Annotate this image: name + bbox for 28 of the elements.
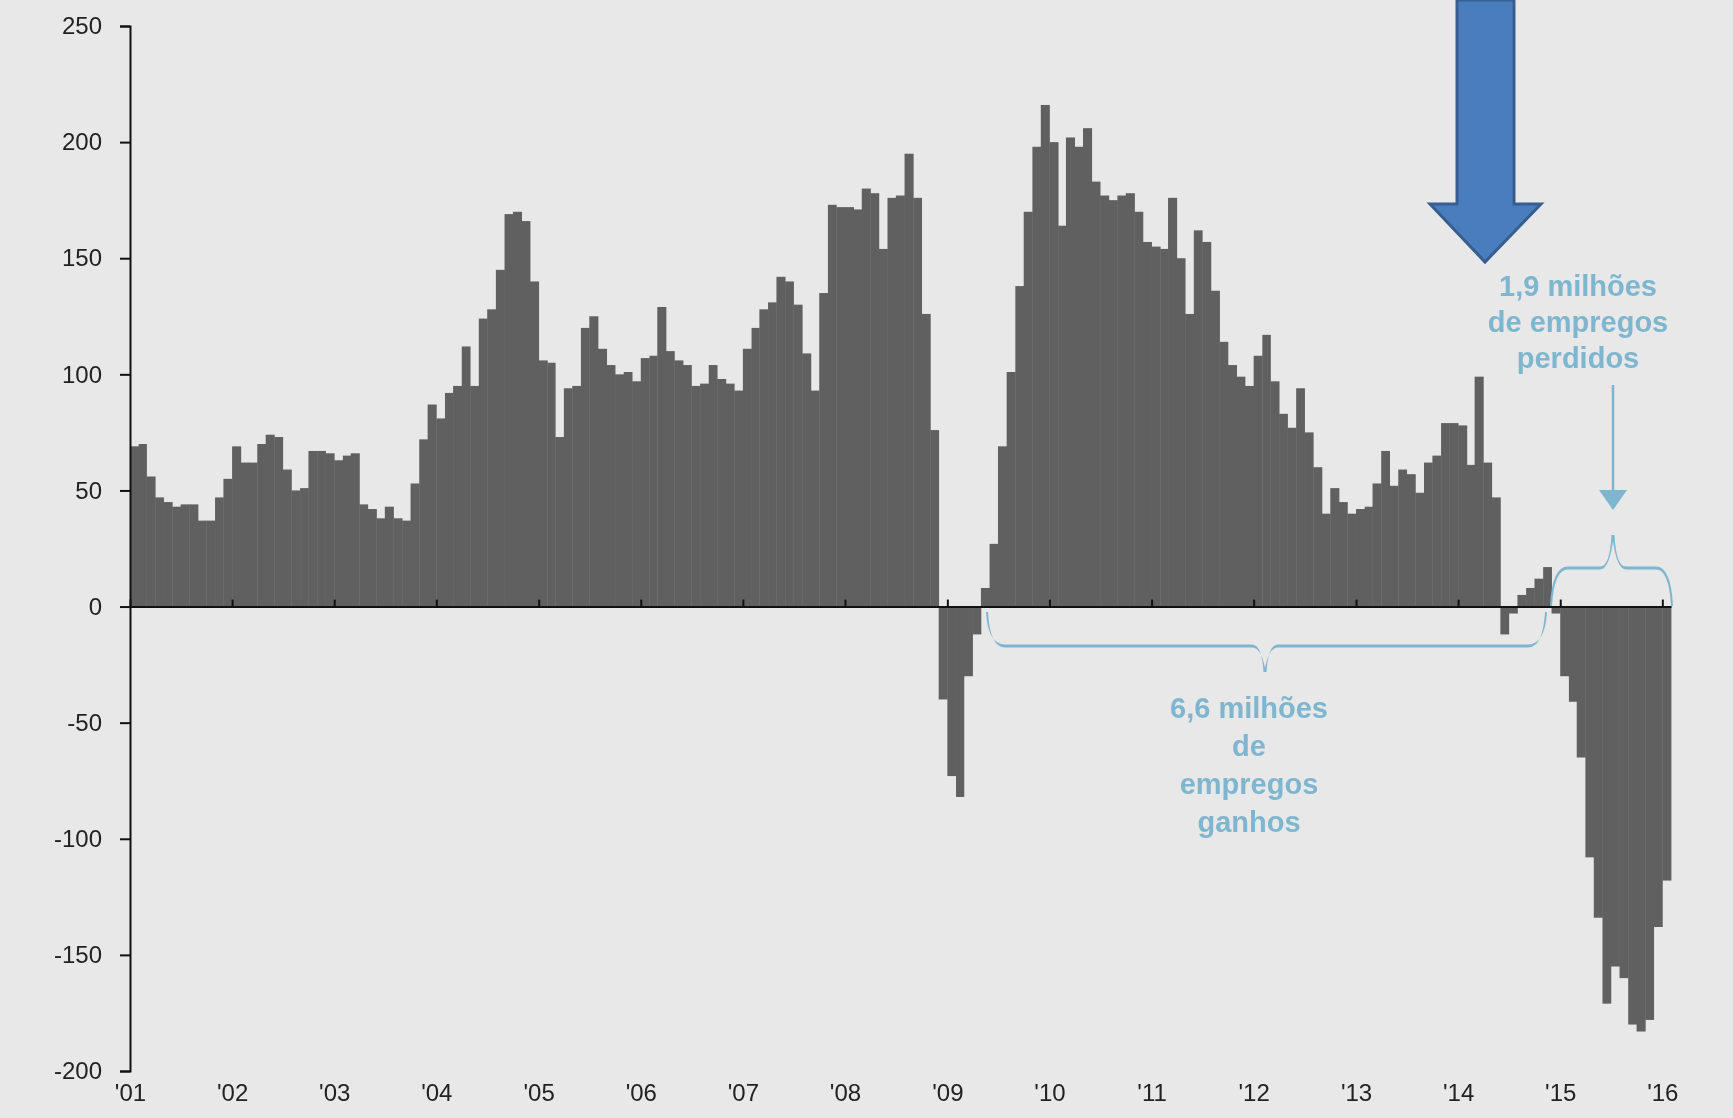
y-tick-label: -200 xyxy=(53,1057,102,1085)
x-tick-label: '16 xyxy=(1647,1079,1679,1107)
x-tick-label: '01 xyxy=(114,1079,147,1107)
y-tick-label: 250 xyxy=(61,12,102,40)
y-tick-label: 0 xyxy=(88,592,102,620)
x-tick-label: '14 xyxy=(1442,1079,1475,1107)
x-tick-label: '06 xyxy=(625,1079,657,1107)
y-tick-label: 150 xyxy=(61,244,102,272)
x-tick-label: '09 xyxy=(932,1079,964,1107)
x-tick-label: '10 xyxy=(1034,1079,1066,1107)
x-tick-label: '07 xyxy=(727,1079,760,1107)
x-tick-label: '15 xyxy=(1545,1079,1577,1107)
y-tick-label: -50 xyxy=(67,708,102,736)
x-tick-label: '05 xyxy=(523,1079,555,1107)
y-tick-label: -150 xyxy=(53,941,102,969)
y-tick-label: 200 xyxy=(61,128,102,156)
annotation: 6,6 milhões de empregos ganhos xyxy=(1170,692,1328,838)
x-tick-label: '12 xyxy=(1238,1079,1270,1107)
x-tick-label: '11 xyxy=(1137,1079,1167,1107)
x-tick-label: '04 xyxy=(421,1079,453,1107)
annotation: 1,9 milhões de empregos perdidos xyxy=(1487,270,1669,374)
x-tick-label: '03 xyxy=(319,1079,351,1107)
x-tick-label: '08 xyxy=(829,1079,862,1107)
x-tick-label: '02 xyxy=(216,1079,249,1107)
x-tick-label: '13 xyxy=(1340,1079,1373,1107)
y-tick-label: 100 xyxy=(61,360,102,388)
y-tick-label: 50 xyxy=(75,476,102,504)
y-tick-label: -100 xyxy=(53,824,102,852)
